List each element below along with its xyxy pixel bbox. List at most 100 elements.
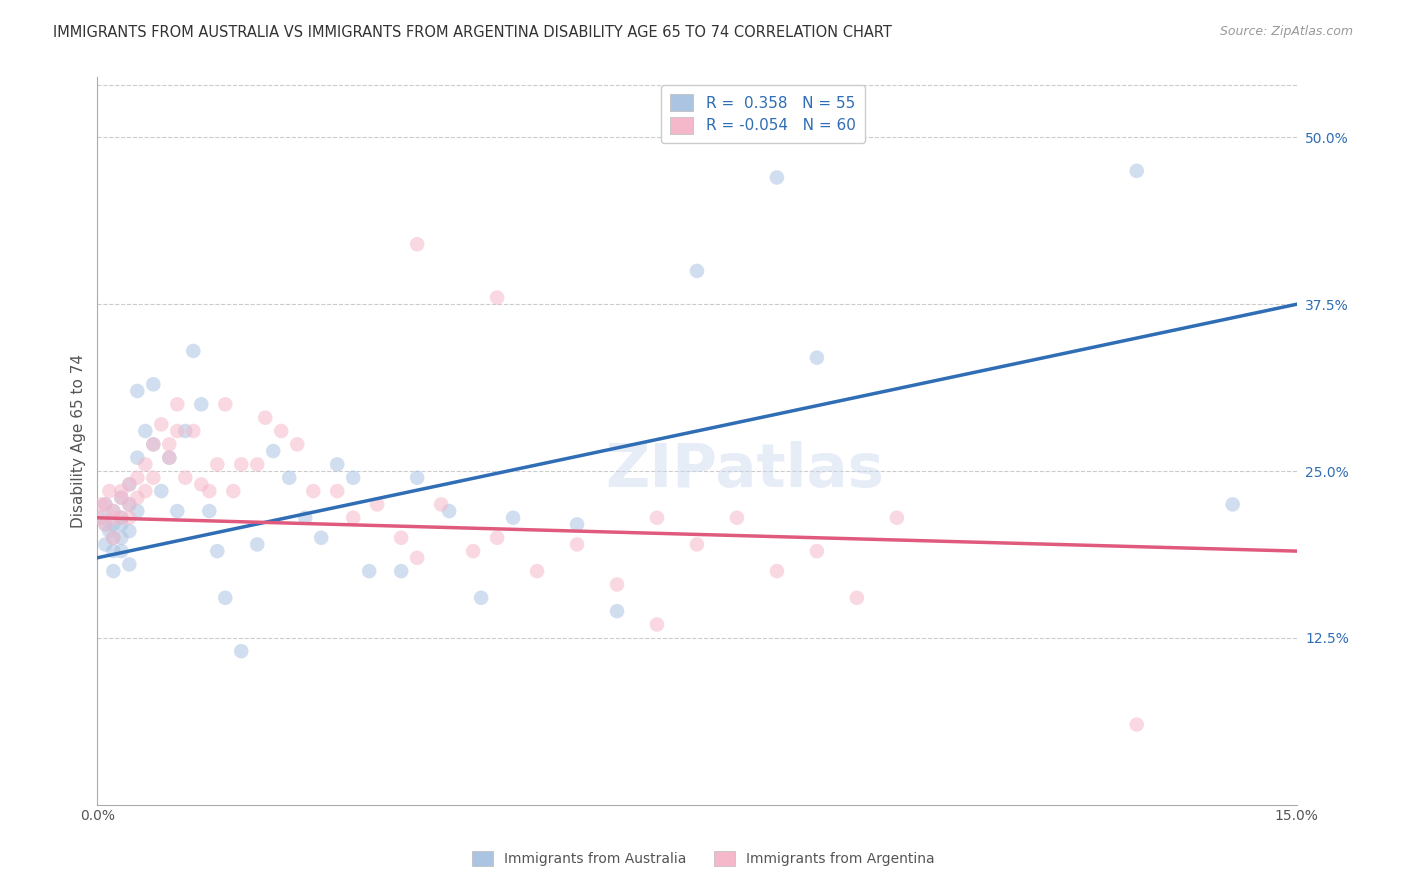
- Point: [686, 537, 709, 551]
- Text: ZIPatlas: ZIPatlas: [606, 441, 884, 500]
- Point: [98, 524, 121, 538]
- Point: [181, 343, 204, 358]
- Point: [645, 510, 668, 524]
- Point: [103, 517, 125, 532]
- Point: [110, 484, 132, 499]
- Point: [181, 424, 204, 438]
- Point: [806, 544, 828, 558]
- Point: [94, 497, 117, 511]
- Point: [103, 531, 125, 545]
- Point: [285, 437, 308, 451]
- Point: [90, 510, 112, 524]
- Point: [502, 510, 524, 524]
- Point: [294, 510, 316, 524]
- Point: [470, 591, 492, 605]
- Point: [645, 617, 668, 632]
- Point: [526, 564, 548, 578]
- Point: [430, 497, 453, 511]
- Point: [110, 510, 132, 524]
- Point: [437, 504, 460, 518]
- Point: [406, 471, 429, 485]
- Point: [1222, 497, 1244, 511]
- Point: [886, 510, 908, 524]
- Point: [110, 491, 132, 505]
- Point: [270, 424, 292, 438]
- Point: [127, 471, 149, 485]
- Point: [845, 591, 868, 605]
- Point: [359, 564, 381, 578]
- Point: [406, 550, 429, 565]
- Point: [103, 544, 125, 558]
- Point: [142, 437, 165, 451]
- Point: [766, 170, 789, 185]
- Point: [90, 497, 112, 511]
- Point: [198, 484, 221, 499]
- Point: [134, 458, 156, 472]
- Legend: Immigrants from Australia, Immigrants from Argentina: Immigrants from Australia, Immigrants fr…: [467, 846, 939, 871]
- Point: [142, 471, 165, 485]
- Point: [231, 458, 253, 472]
- Point: [110, 491, 132, 505]
- Point: [89, 510, 111, 524]
- Point: [389, 531, 412, 545]
- Point: [231, 644, 253, 658]
- Point: [190, 397, 212, 411]
- Point: [190, 477, 212, 491]
- Point: [278, 471, 301, 485]
- Point: [366, 497, 388, 511]
- Point: [254, 410, 277, 425]
- Point: [127, 491, 149, 505]
- Point: [207, 544, 229, 558]
- Point: [166, 424, 188, 438]
- Point: [1125, 717, 1147, 731]
- Point: [118, 477, 141, 491]
- Point: [302, 484, 325, 499]
- Point: [110, 531, 132, 545]
- Point: [127, 450, 149, 465]
- Point: [127, 504, 149, 518]
- Point: [326, 458, 349, 472]
- Point: [134, 484, 156, 499]
- Point: [110, 544, 132, 558]
- Point: [150, 417, 173, 432]
- Point: [463, 544, 485, 558]
- Y-axis label: Disability Age 65 to 74: Disability Age 65 to 74: [72, 354, 86, 528]
- Point: [246, 458, 269, 472]
- Point: [686, 264, 709, 278]
- Point: [342, 510, 364, 524]
- Point: [103, 504, 125, 518]
- Point: [246, 537, 269, 551]
- Point: [94, 497, 117, 511]
- Point: [406, 237, 429, 252]
- Point: [98, 484, 121, 499]
- Point: [565, 517, 588, 532]
- Point: [157, 450, 180, 465]
- Point: [118, 558, 141, 572]
- Point: [118, 477, 141, 491]
- Point: [142, 437, 165, 451]
- Point: [342, 471, 364, 485]
- Point: [486, 291, 509, 305]
- Point: [222, 484, 245, 499]
- Point: [1125, 164, 1147, 178]
- Point: [166, 504, 188, 518]
- Point: [118, 510, 141, 524]
- Point: [110, 510, 132, 524]
- Point: [103, 531, 125, 545]
- Point: [118, 524, 141, 538]
- Point: [806, 351, 828, 365]
- Point: [725, 510, 748, 524]
- Point: [157, 450, 180, 465]
- Text: Source: ZipAtlas.com: Source: ZipAtlas.com: [1219, 25, 1353, 38]
- Legend: R =  0.358   N = 55, R = -0.054   N = 60: R = 0.358 N = 55, R = -0.054 N = 60: [661, 85, 865, 143]
- Point: [309, 531, 332, 545]
- Point: [214, 591, 236, 605]
- Point: [127, 384, 149, 398]
- Point: [166, 397, 188, 411]
- Point: [150, 484, 173, 499]
- Point: [326, 484, 349, 499]
- Point: [142, 377, 165, 392]
- Point: [110, 517, 132, 532]
- Point: [94, 517, 117, 532]
- Point: [207, 458, 229, 472]
